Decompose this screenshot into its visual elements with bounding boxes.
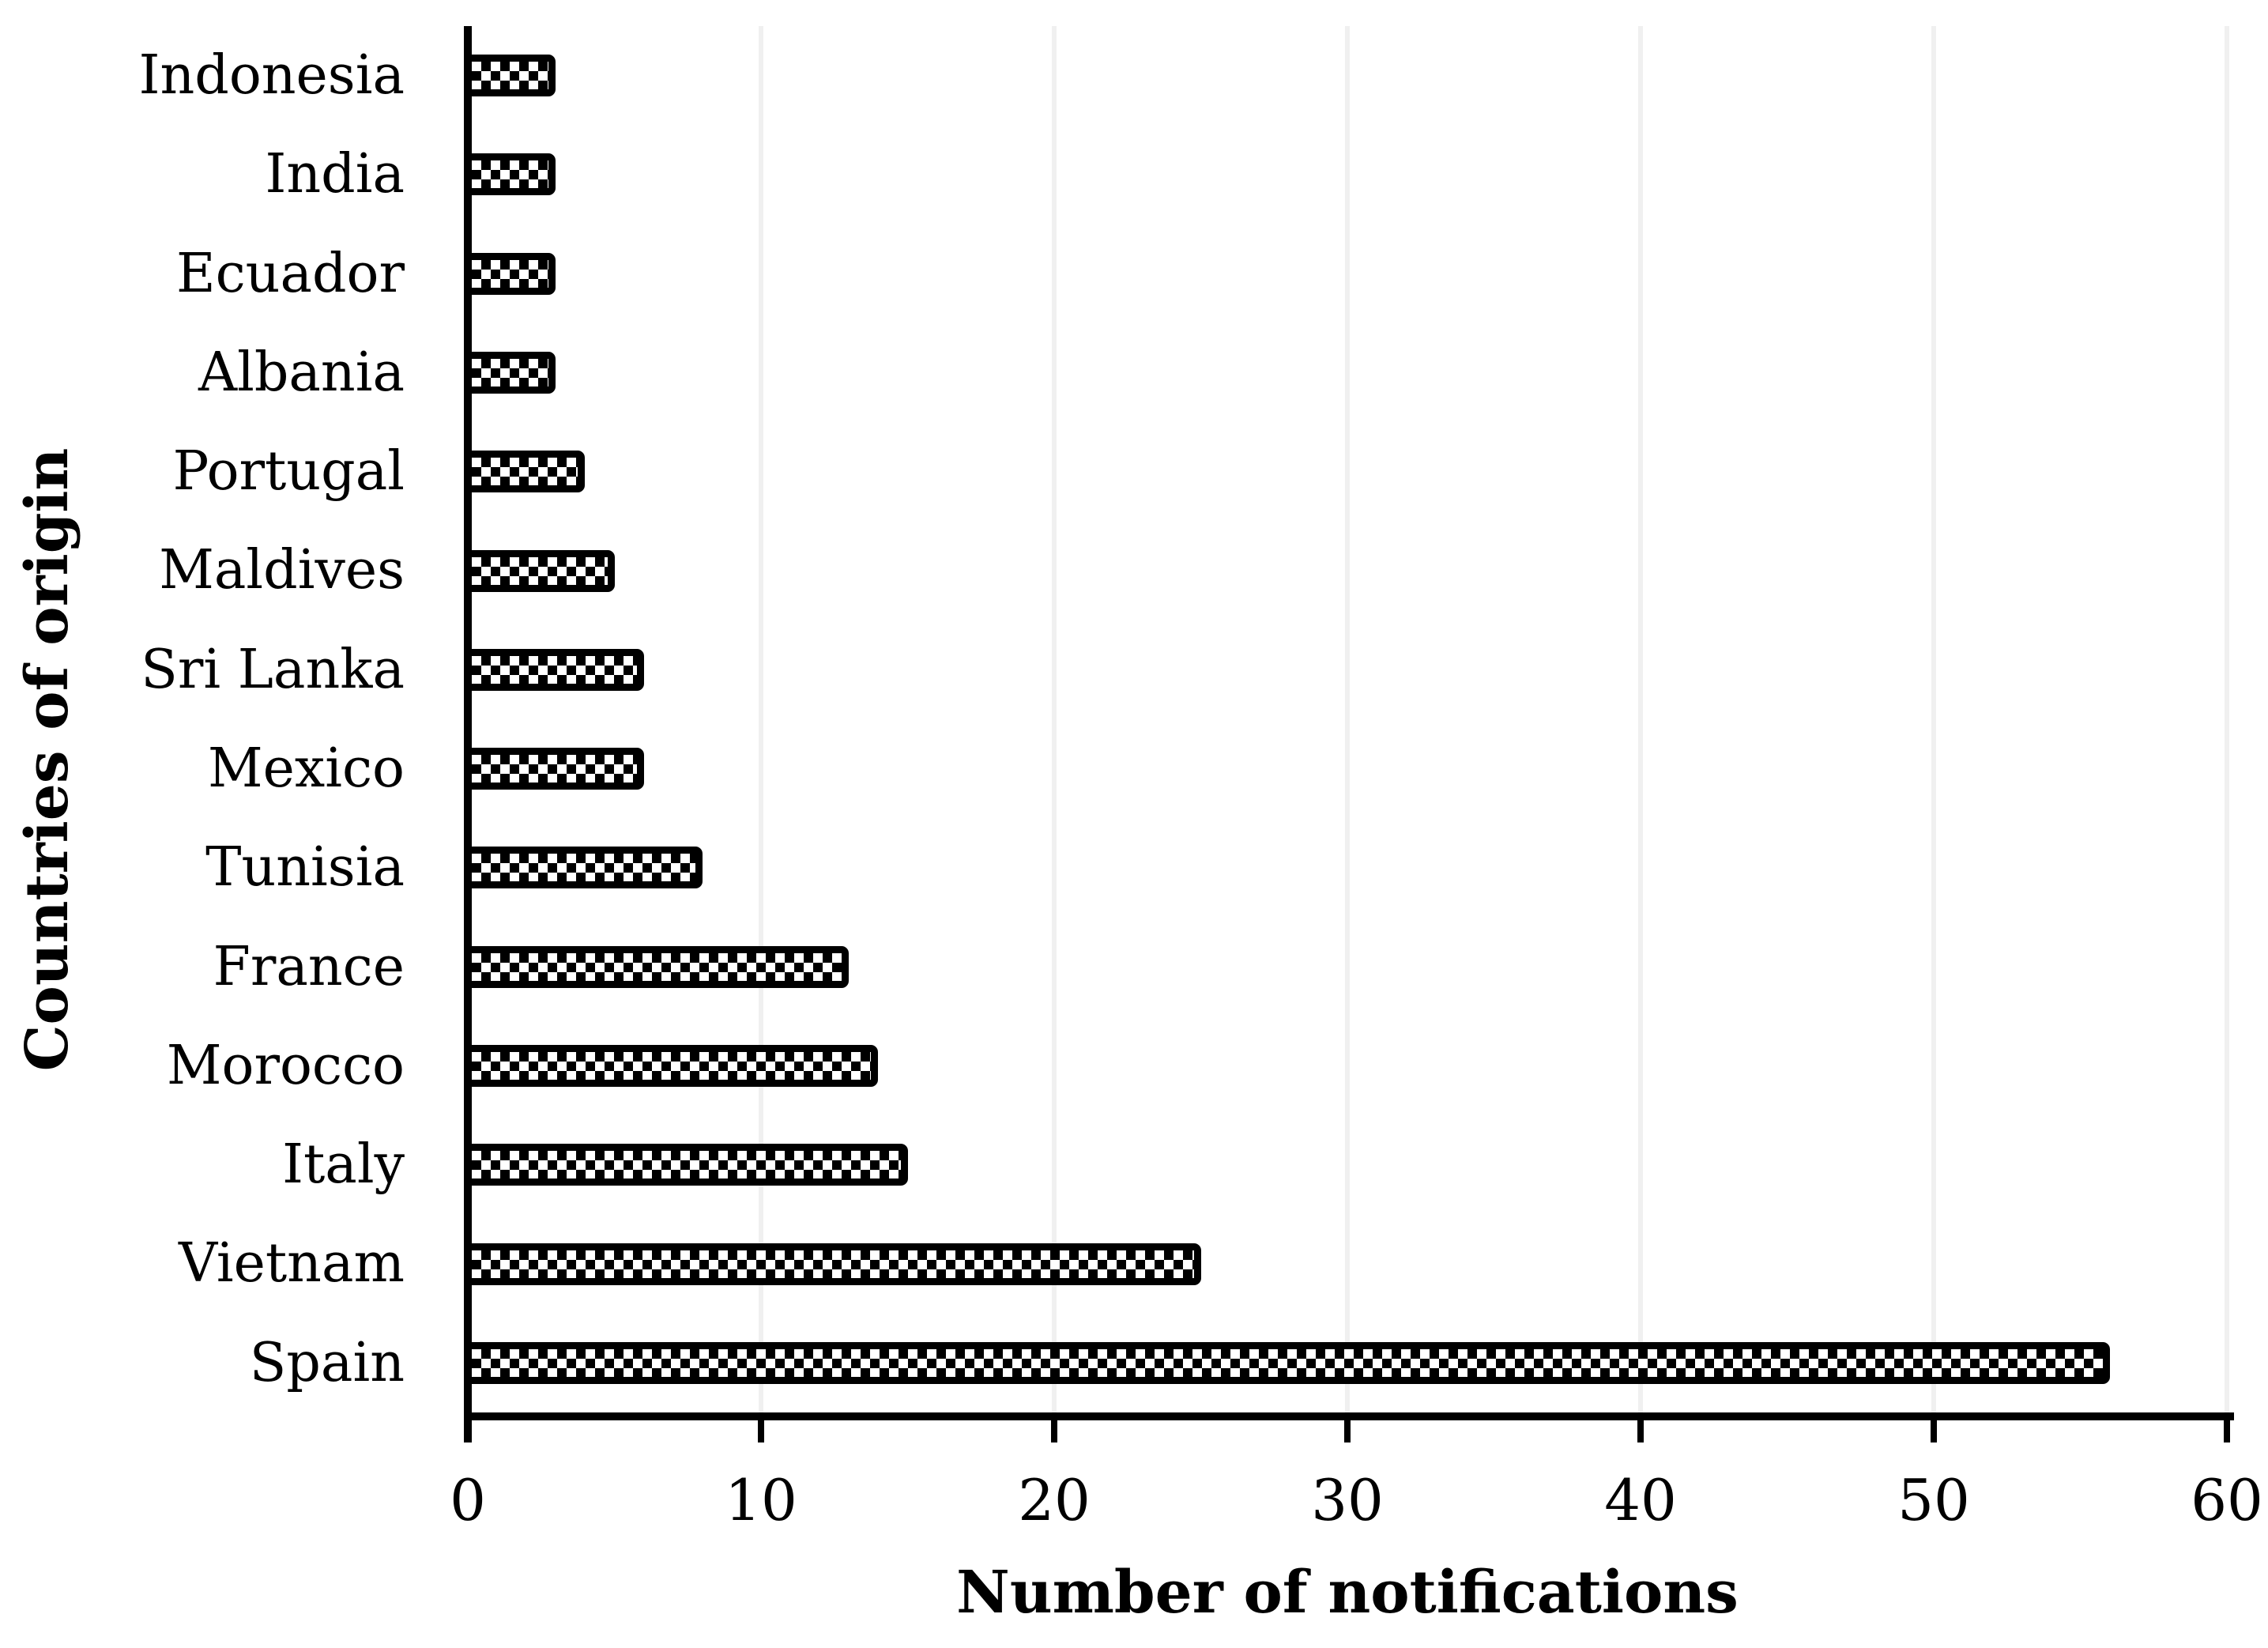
bar-tunisia	[465, 847, 703, 889]
gridline-x-60	[2225, 26, 2229, 1412]
gridline-x-20	[1052, 26, 1057, 1412]
category-label-tunisia: Tunisia	[205, 836, 405, 899]
gridline-x-40	[1638, 26, 1643, 1412]
category-label-ecuador: Ecuador	[175, 242, 405, 305]
bar-ecuador	[465, 252, 556, 295]
category-label-maldives: Maldives	[159, 539, 405, 602]
x-tick-10	[758, 1420, 764, 1442]
bar-maldives	[465, 549, 615, 592]
category-label-vietnam: Vietnam	[178, 1232, 405, 1295]
x-tick-label-0: 0	[450, 1467, 486, 1533]
bar-morocco	[465, 1045, 879, 1087]
bar-indonesia	[465, 55, 556, 97]
category-label-mexico: Mexico	[208, 737, 405, 800]
x-tick-20	[1051, 1420, 1057, 1442]
bar-sri-lanka	[465, 648, 644, 691]
bar-italy	[465, 1144, 908, 1186]
category-label-italy: Italy	[282, 1133, 405, 1197]
category-label-morocco: Morocco	[166, 1034, 405, 1097]
x-tick-label-60: 60	[2191, 1467, 2263, 1533]
bar-albania	[465, 352, 556, 394]
category-label-france: France	[213, 935, 405, 998]
category-label-albania: Albania	[198, 341, 405, 404]
category-label-indonesia: Indonesia	[138, 44, 405, 107]
x-tick-label-40: 40	[1604, 1467, 1677, 1533]
bar-mexico	[465, 748, 644, 790]
bar-france	[465, 945, 850, 988]
category-label-india: India	[265, 143, 405, 206]
x-tick-40	[1637, 1420, 1644, 1442]
x-axis-line	[464, 1412, 2234, 1420]
bar-portugal	[465, 451, 586, 493]
x-tick-30	[1344, 1420, 1351, 1442]
bar-spain	[465, 1341, 2110, 1384]
category-label-spain: Spain	[249, 1331, 405, 1394]
x-tick-0	[465, 1420, 471, 1442]
category-label-portugal: Portugal	[172, 440, 405, 503]
x-tick-label-20: 20	[1018, 1467, 1091, 1533]
x-tick-label-50: 50	[1897, 1467, 1970, 1533]
y-axis-title: Countries of origin	[13, 447, 81, 1072]
y-axis-line	[464, 26, 472, 1442]
x-axis-title: Number of notifications	[956, 1559, 1739, 1627]
gridline-x-50	[1931, 26, 1936, 1412]
bar-vietnam	[465, 1243, 1201, 1285]
x-tick-60	[2224, 1420, 2230, 1442]
x-tick-label-30: 30	[1311, 1467, 1384, 1533]
x-tick-50	[1931, 1420, 1937, 1442]
gridline-x-10	[759, 26, 763, 1412]
category-label-sri-lanka: Sri Lanka	[141, 638, 405, 701]
gridline-x-30	[1345, 26, 1350, 1412]
x-tick-label-10: 10	[725, 1467, 797, 1533]
bar-india	[465, 153, 556, 196]
